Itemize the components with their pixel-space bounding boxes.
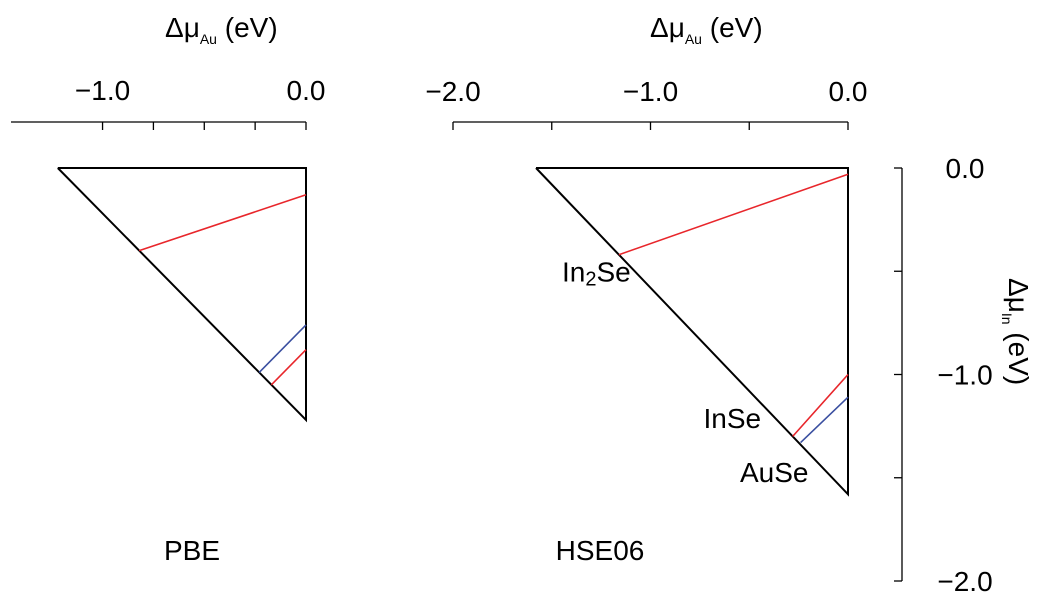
x-axis-label-unit: (eV): [217, 12, 278, 43]
x-axis-label-sub: Au: [200, 31, 217, 47]
red-boundary-line: [138, 194, 307, 252]
phase-label-sub: 2: [585, 269, 596, 291]
red-boundary-line: [270, 349, 307, 386]
blue-boundary-line: [258, 324, 307, 373]
y-axis-label-main: Δμ: [1003, 278, 1034, 313]
x-axis-label-main: Δμ: [165, 12, 200, 43]
red-boundary-line: [618, 173, 849, 256]
stability-triangle: [57, 167, 307, 423]
x-axis-label-unit: (eV): [702, 12, 763, 43]
y-axis-label-sub: In: [999, 313, 1015, 325]
phase-label: In2Se: [562, 257, 631, 291]
y-tick-label: −1.0: [937, 360, 992, 391]
phase-label-text: InSe: [703, 403, 761, 434]
x-axis-label: ΔμAu (eV): [165, 12, 278, 47]
x-axis-label-main: Δμ: [650, 12, 685, 43]
pbe-panel: −1.0 0.0 ΔμAu (eV) PBE: [11, 12, 325, 566]
phase-label: AuSe: [740, 457, 809, 488]
y-tick-label: 0.0: [946, 153, 985, 184]
y-tick-label: −2.0: [937, 566, 992, 597]
phase-label: InSe: [703, 403, 761, 434]
panel-label: PBE: [164, 535, 220, 566]
stability-triangle: [535, 167, 849, 497]
y-axis-label: ΔμIn (eV): [999, 278, 1034, 385]
red-boundary-line: [792, 373, 849, 437]
x-tick-label: −1.0: [623, 76, 678, 107]
phase-label-rest: Se: [597, 257, 631, 288]
x-tick-label: 0.0: [829, 76, 868, 107]
x-axis-label-sub: Au: [685, 31, 702, 47]
x-tick-label: −1.0: [75, 75, 130, 106]
blue-boundary-line: [800, 396, 849, 444]
phase-label-text: AuSe: [740, 457, 809, 488]
y-axis-label-unit: (eV): [1003, 325, 1034, 386]
x-tick-label: −2.0: [425, 76, 480, 107]
panel-label: HSE06: [556, 535, 645, 566]
x-axis-label: ΔμAu (eV): [650, 12, 763, 47]
phase-label-text: In: [562, 257, 585, 288]
x-tick-label: 0.0: [287, 75, 326, 106]
